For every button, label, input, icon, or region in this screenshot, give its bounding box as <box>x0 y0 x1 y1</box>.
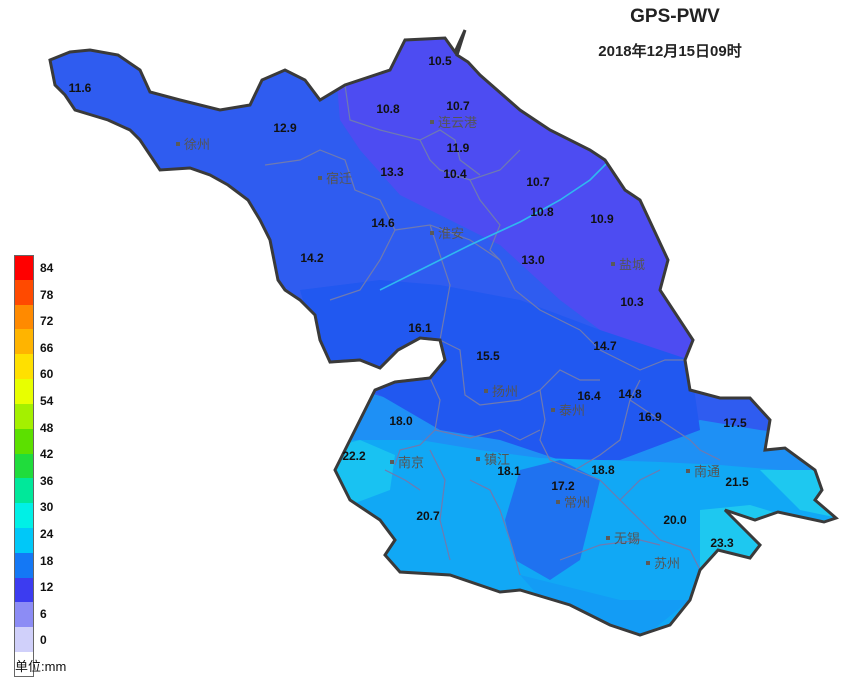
station-value: 10.4 <box>443 167 467 181</box>
legend-tick: 48 <box>40 420 54 435</box>
city-marker <box>611 262 615 266</box>
city-label: 宿迁 <box>326 171 352 187</box>
legend-tick: 30 <box>40 500 54 515</box>
station-values: 11.6 12.9 10.8 10.7 10.5 11.9 13.3 10.4 10.7 10.8… <box>69 54 749 550</box>
legend-swatch <box>14 527 34 553</box>
legend-tick: 84 <box>40 261 54 275</box>
legend-tick: 6 <box>40 606 47 621</box>
city-label: 南通 <box>694 464 720 480</box>
legend-tick: 54 <box>40 394 54 408</box>
station-value: 10.7 <box>526 175 550 189</box>
station-value: 10.8 <box>376 102 400 116</box>
city-marker <box>686 469 690 473</box>
station-value: 18.8 <box>591 463 615 477</box>
legend-swatch <box>14 552 34 578</box>
city-marker <box>430 231 434 235</box>
station-value: 16.9 <box>638 410 662 424</box>
station-value: 21.5 <box>725 475 749 489</box>
station-value: 22.2 <box>342 449 366 463</box>
legend-tick: 66 <box>40 340 54 355</box>
legend-tick: 18 <box>40 553 54 568</box>
city-marker <box>430 120 434 124</box>
legend-tick: 72 <box>40 314 54 329</box>
unit-label: 单位:mm <box>15 659 67 674</box>
legend-swatch <box>14 354 34 380</box>
legend-tick: 0 <box>40 633 47 648</box>
city-marker <box>176 142 180 146</box>
station-value: 10.9 <box>590 212 614 226</box>
station-value: 23.3 <box>710 536 734 550</box>
station-value: 20.7 <box>416 509 440 523</box>
legend-swatch <box>14 304 34 330</box>
legend-swatch <box>14 403 34 429</box>
river-line <box>379 161 609 291</box>
legend-swatch <box>14 255 34 280</box>
station-value: 14.6 <box>371 216 395 230</box>
city-marker <box>390 460 394 464</box>
station-value: 10.7 <box>446 99 470 113</box>
station-value: 12.9 <box>273 121 297 135</box>
city-marker <box>476 457 480 461</box>
legend-swatch <box>14 577 34 603</box>
city-marker <box>484 389 488 393</box>
station-value: 13.3 <box>380 165 404 179</box>
station-value: 13.0 <box>521 253 545 267</box>
city-label: 扬州 <box>492 385 518 400</box>
legend-tick: 42 <box>40 447 54 462</box>
station-value: 16.4 <box>577 389 601 403</box>
legend-tick: 36 <box>40 473 54 488</box>
city-label: 常州 <box>564 496 590 511</box>
legend-swatch <box>14 279 34 305</box>
station-value: 10.5 <box>428 54 452 68</box>
legend-swatch <box>14 627 34 653</box>
legend-swatch <box>14 478 34 504</box>
station-value: 11.9 <box>447 141 470 155</box>
legend-swatch <box>14 652 34 677</box>
city-label: 南京 <box>398 455 424 471</box>
station-value: 17.5 <box>723 416 747 430</box>
station-value: 16.1 <box>408 321 432 335</box>
legend-swatch <box>14 428 34 454</box>
map-title: GPS-PWV <box>630 6 720 27</box>
station-value: 10.3 <box>620 295 644 309</box>
city-label: 无锡 <box>614 532 640 547</box>
legend-swatch <box>14 453 34 479</box>
legend-swatch <box>14 379 34 404</box>
city-boundaries <box>264 84 721 576</box>
legend-swatch <box>14 503 34 528</box>
city-label: 镇江 <box>484 453 510 468</box>
station-value: 20.0 <box>663 513 687 527</box>
legend-swatch <box>14 329 34 355</box>
station-value: 18.1 <box>497 464 521 478</box>
city-marker <box>606 536 610 540</box>
city-label: 苏州 <box>654 556 680 572</box>
city-label: 连云港 <box>438 115 477 131</box>
station-value: 18.0 <box>389 414 413 428</box>
station-value: 14.7 <box>593 339 617 353</box>
station-value: 14.2 <box>300 251 324 265</box>
city-label: 泰州 <box>559 404 585 419</box>
station-value: 10.8 <box>530 205 554 219</box>
legend-tick: 78 <box>40 287 54 302</box>
station-value: 14.8 <box>618 387 642 401</box>
map-subtitle: 2018年12月15日09时 <box>598 43 742 60</box>
city-marker <box>551 408 555 412</box>
station-value: 17.2 <box>551 479 575 493</box>
legend-swatch <box>14 602 34 628</box>
city-label: 徐州 <box>184 138 210 153</box>
city-label: 淮安 <box>438 227 464 242</box>
legend-tick: 60 <box>40 367 54 382</box>
station-value: 15.5 <box>476 349 500 363</box>
legend-tick: 24 <box>40 527 54 541</box>
city-marker <box>556 500 560 504</box>
city-label: 盐城 <box>619 258 645 273</box>
city-marker <box>318 176 322 180</box>
city-marker <box>646 561 650 565</box>
legend-tick: 12 <box>40 580 54 595</box>
station-value: 11.6 <box>69 81 92 95</box>
